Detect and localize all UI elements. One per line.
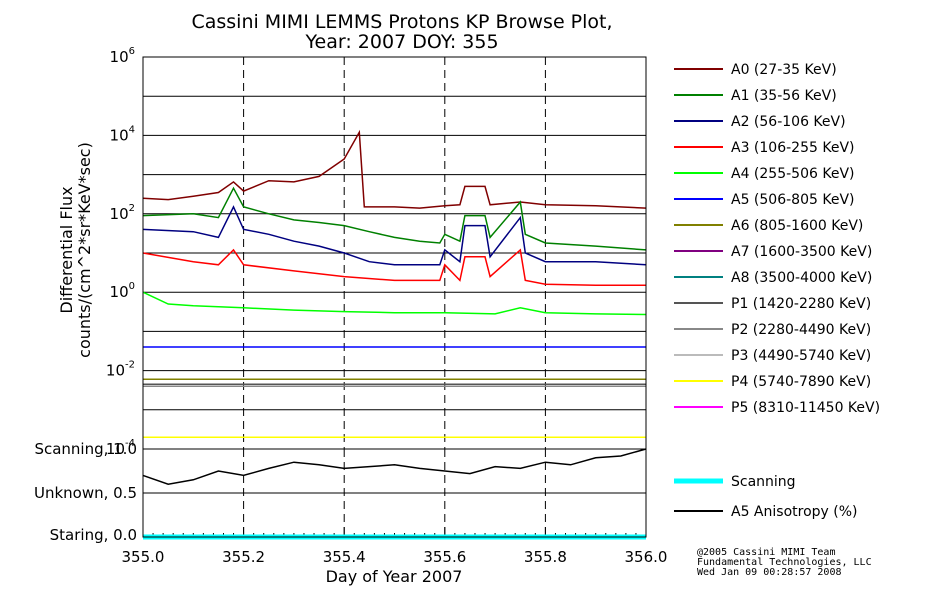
credit-line-3: Wed Jan 09 00:28:57 2008 <box>697 567 842 578</box>
legend: A0 (27-35 KeV) A1 (35-56 KeV) A2 (56-106 K… <box>674 62 880 520</box>
x-tick-label: 356.0 <box>625 548 668 566</box>
legend-entry: A5 Anisotropy (%) <box>731 504 858 520</box>
y-tick-label: 106 <box>110 46 135 66</box>
x-tick-label: 355.6 <box>423 548 466 566</box>
y-tick-label: 10-4 <box>106 438 135 458</box>
y-tick-label: 104 <box>110 124 135 144</box>
y-tick-label: 100 <box>110 281 135 301</box>
legend-entry: A1 (35-56 KeV) <box>731 88 837 104</box>
series-line-2 <box>142 205 647 266</box>
legend-entry: A4 (255-506 KeV) <box>731 166 854 182</box>
legend-entry: P5 (8310-11450 KeV) <box>731 400 880 416</box>
legend-entry: P1 (1420-2280 KeV) <box>731 296 871 312</box>
legend-entry: A3 (106-255 KeV) <box>731 140 854 156</box>
y-axis-label-line2: counts/(cm^2*sr*KeV*sec) <box>75 142 94 358</box>
lower-y-tick-label: Unknown, 0.5 <box>34 484 137 502</box>
lower-y-tick-label: Staring, 0.0 <box>50 526 137 544</box>
lower-plot-frame <box>142 448 647 538</box>
x-tick-label: 355.0 <box>122 548 165 566</box>
y-tick-label: 10-2 <box>106 360 135 380</box>
lower-y-tick-labels: Staring, 0.0 Unknown, 0.5 Scanning, 1.0 <box>34 440 137 544</box>
series-line-1 <box>142 186 647 251</box>
y-axis-label-line1: Differential Flux <box>57 186 76 313</box>
legend-entry: Scanning <box>731 474 796 490</box>
x-tick-label: 355.4 <box>323 548 366 566</box>
lower-series-line-1 <box>142 448 647 485</box>
upper-panel-grid <box>143 57 646 449</box>
y-tick-label: 102 <box>110 203 135 223</box>
legend-entry: P2 (2280-4490 KeV) <box>731 322 871 338</box>
legend-entry: A7 (1600-3500 KeV) <box>731 244 872 260</box>
x-tick-labels: 355.0 355.2 355.4 355.6 355.8 356.0 <box>122 548 668 566</box>
x-tick-label: 355.2 <box>222 548 265 566</box>
legend-entry: A2 (56-106 KeV) <box>731 114 846 130</box>
series-line-4 <box>142 291 647 316</box>
series-line-0 <box>142 129 647 209</box>
legend-entry: A6 (805-1600 KeV) <box>731 218 863 234</box>
legend-entry: P3 (4490-5740 KeV) <box>731 348 871 364</box>
legend-entry: P4 (5740-7890 KeV) <box>731 374 871 390</box>
legend-entry: A5 (506-805 KeV) <box>731 192 854 208</box>
legend-entry: A0 (27-35 KeV) <box>731 62 837 78</box>
lower-panel-grid <box>142 448 647 537</box>
lower-y-tick-label: Scanning, 1.0 <box>34 440 137 458</box>
upper-panel-series <box>142 129 647 438</box>
credit-line-2: Fundamental Technologies, LLC <box>697 557 872 568</box>
credit-line-1: @2005 Cassini MIMI Team <box>697 547 835 558</box>
chart-subtitle: Year: 2007 DOY: 355 <box>304 31 498 53</box>
x-tick-label: 355.8 <box>524 548 567 566</box>
chart-title: Cassini MIMI LEMMS Protons KP Browse Plo… <box>191 11 612 33</box>
series-line-3 <box>142 248 646 287</box>
x-axis-label: Day of Year 2007 <box>326 567 463 586</box>
legend-entry: A8 (3500-4000 KeV) <box>731 270 872 286</box>
upper-y-tick-labels: 10-4 10-2 100 102 104 106 <box>106 46 135 458</box>
